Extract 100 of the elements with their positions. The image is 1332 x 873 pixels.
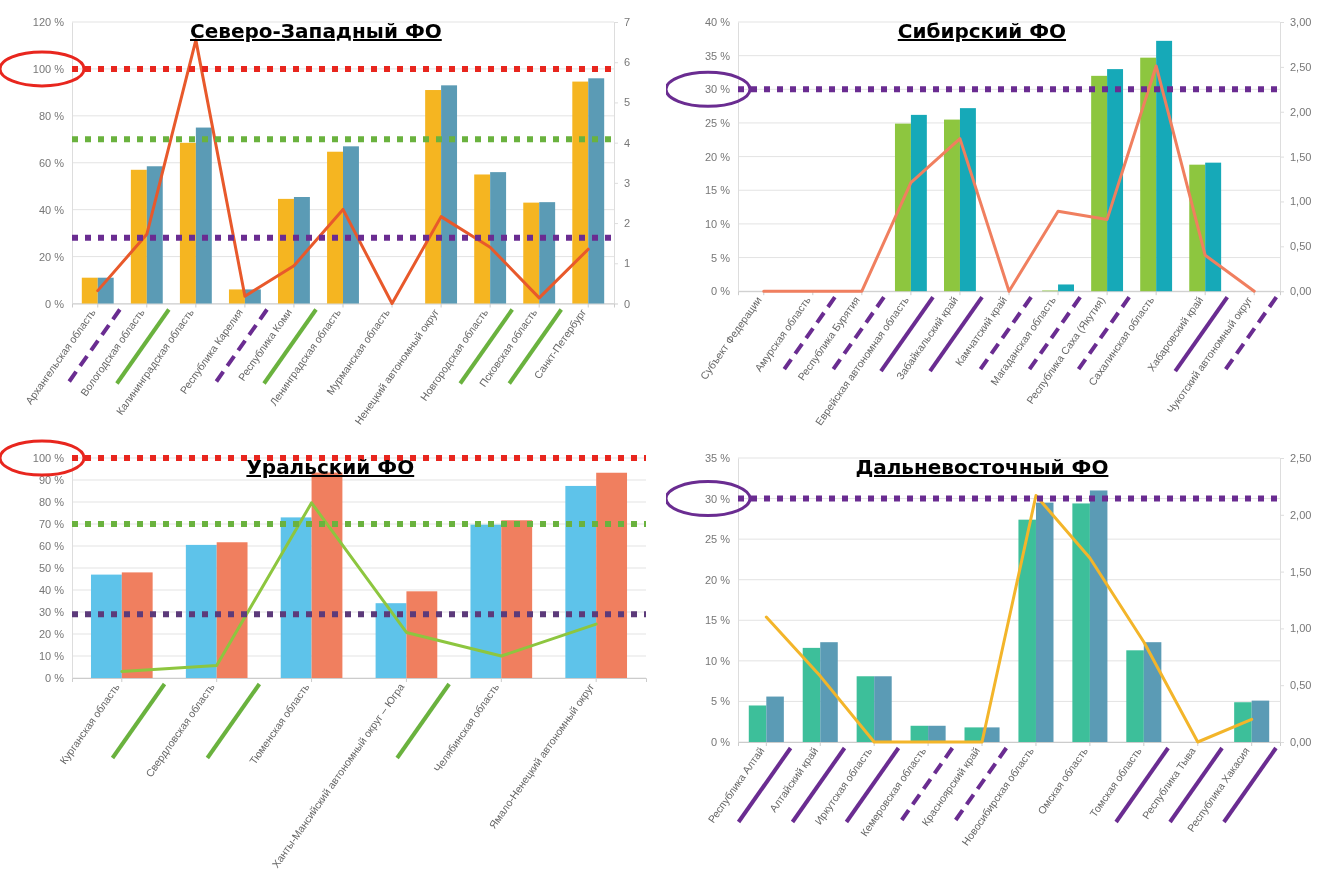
y2-tick-label: 6 xyxy=(624,56,631,69)
chart-title: Уральский ФО xyxy=(246,455,415,479)
y-tick-label: 100 % xyxy=(32,62,65,75)
chart-title: Дальневосточный ФО xyxy=(855,455,1109,479)
bar xyxy=(1126,650,1144,742)
bar xyxy=(441,85,458,304)
bar xyxy=(327,151,343,304)
bar xyxy=(228,289,245,304)
bar xyxy=(343,146,359,304)
bar xyxy=(185,544,217,678)
bar xyxy=(375,603,407,678)
bar xyxy=(1156,40,1173,292)
bar xyxy=(910,725,929,742)
y2-tick-label: 3,00 xyxy=(1290,16,1312,29)
y2-tick-label: 2,00 xyxy=(1290,105,1312,118)
y-tick-label: 40 % xyxy=(38,203,65,216)
y-tick-label: 40 % xyxy=(38,584,65,597)
bar xyxy=(1035,502,1054,742)
y-tick-label: 30 % xyxy=(704,83,731,96)
bar xyxy=(179,142,196,304)
y2-tick-label: 0,00 xyxy=(1290,736,1312,749)
y-tick-label: 60 % xyxy=(38,540,65,553)
chart-title: Сибирский ФО xyxy=(897,19,1067,43)
bar xyxy=(1189,164,1206,292)
y-tick-label: 15 % xyxy=(704,184,731,197)
bar xyxy=(1143,642,1162,742)
y-tick-label: 50 % xyxy=(38,562,65,575)
y2-tick-label: 1,00 xyxy=(1290,195,1312,208)
y-tick-label: 0 % xyxy=(45,297,65,310)
y-tick-label: 30 % xyxy=(704,492,731,505)
bar xyxy=(1234,702,1252,742)
y-tick-label: 20 % xyxy=(704,573,731,586)
y-tick-label: 20 % xyxy=(38,250,65,263)
y2-tick-label: 0 xyxy=(624,297,631,310)
y-tick-label: 90 % xyxy=(38,474,65,487)
y-tick-label: 30 % xyxy=(38,606,65,619)
bar xyxy=(596,472,628,678)
y2-tick-label: 3 xyxy=(624,176,631,189)
y2-tick-label: 0,00 xyxy=(1290,285,1312,298)
y-tick-label: 0 % xyxy=(711,736,731,749)
line-series xyxy=(762,64,1256,293)
bar xyxy=(1091,75,1108,292)
y2-tick-label: 7 xyxy=(624,16,631,29)
y-tick-label: 20 % xyxy=(704,150,731,163)
y2-tick-label: 0,50 xyxy=(1290,240,1312,253)
bar xyxy=(802,647,821,742)
bar xyxy=(928,725,946,742)
bar xyxy=(216,542,248,678)
y-tick-label: 15 % xyxy=(704,614,731,627)
bar xyxy=(910,114,927,292)
bar xyxy=(572,81,589,304)
y2-tick-label: 2,50 xyxy=(1290,452,1312,465)
y-tick-label: 0 % xyxy=(711,285,731,298)
bar xyxy=(1058,284,1074,292)
bar xyxy=(406,591,438,678)
y2-tick-label: 1,00 xyxy=(1290,622,1312,635)
y-tick-label: 20 % xyxy=(38,628,65,641)
y-tick-label: 60 % xyxy=(38,156,65,169)
y-tick-label: 120 % xyxy=(32,16,65,29)
y2-tick-label: 5 xyxy=(624,96,631,109)
bar xyxy=(1251,700,1270,742)
line-series xyxy=(120,501,598,673)
bar xyxy=(293,197,310,304)
y-tick-label: 35 % xyxy=(704,49,731,62)
y2-tick-label: 1,50 xyxy=(1290,565,1312,578)
bar xyxy=(278,198,294,304)
bar xyxy=(81,277,98,304)
bar xyxy=(1018,519,1036,742)
bar xyxy=(501,520,533,678)
y2-tick-label: 2 xyxy=(624,217,631,230)
y2-tick-label: 1,50 xyxy=(1290,150,1312,163)
y-tick-label: 25 % xyxy=(704,533,731,546)
y-tick-label: 80 % xyxy=(38,109,65,122)
bar xyxy=(1107,69,1124,292)
bar xyxy=(425,90,442,304)
bar xyxy=(964,727,983,742)
y2-tick-label: 4 xyxy=(624,136,631,149)
bar xyxy=(959,108,976,292)
bar xyxy=(1089,490,1108,742)
y-tick-label: 10 % xyxy=(38,650,65,663)
y2-tick-label: 1 xyxy=(624,257,631,270)
bar xyxy=(856,676,875,742)
bar xyxy=(748,705,767,742)
bar xyxy=(1205,162,1222,292)
line-series xyxy=(764,493,1254,744)
bar xyxy=(195,127,212,304)
bar xyxy=(588,78,605,304)
y-tick-label: 40 % xyxy=(704,16,731,29)
y-tick-label: 5 % xyxy=(711,251,731,264)
bar xyxy=(894,123,911,292)
y2-tick-label: 0,50 xyxy=(1290,679,1312,692)
bar xyxy=(470,524,502,678)
bar xyxy=(490,172,507,304)
bar xyxy=(90,574,122,678)
bar xyxy=(565,485,597,678)
y-tick-label: 0 % xyxy=(45,672,65,685)
bar xyxy=(1072,503,1090,742)
y-tick-label: 25 % xyxy=(704,116,731,129)
bar xyxy=(820,642,838,742)
bar xyxy=(944,119,960,292)
